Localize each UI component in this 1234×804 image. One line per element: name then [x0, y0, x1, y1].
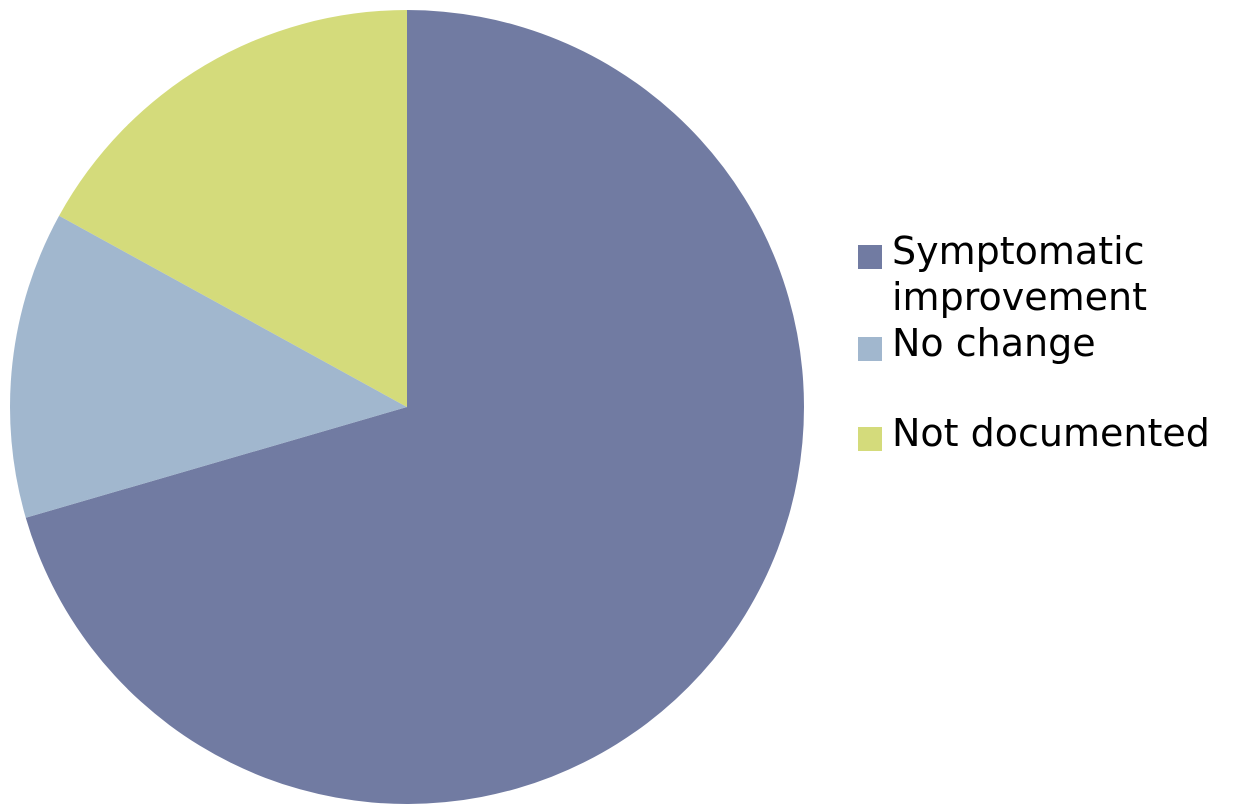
- pie-slice-no-change: [10, 215, 408, 518]
- pie-slices: [10, 10, 805, 804]
- legend-item-symptomatic-improvement: Symptomatic improvement: [858, 228, 1228, 320]
- legend-swatch-symptomatic-improvement: [858, 245, 882, 269]
- legend-swatch-not-documented: [858, 427, 882, 451]
- legend-swatch-no-change: [858, 337, 882, 361]
- pie-chart: [10, 10, 805, 804]
- pie-slice-not-documented: [59, 10, 407, 407]
- legend-label: No change: [892, 321, 1096, 365]
- pie-slice-symptomatic-improvement: [25, 10, 805, 804]
- legend-item-not-documented: Not documented: [858, 410, 1228, 456]
- legend-label: Symptomatic improvement: [892, 229, 1147, 319]
- chart-legend: Symptomatic improvement No change Not do…: [858, 228, 1228, 456]
- legend-item-no-change: No change: [858, 320, 1228, 366]
- legend-label: Not documented: [892, 411, 1210, 455]
